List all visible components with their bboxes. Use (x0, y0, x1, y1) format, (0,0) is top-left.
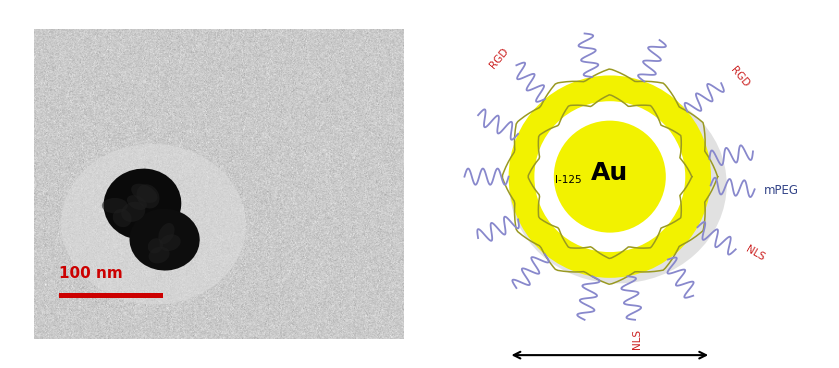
Text: RGD: RGD (728, 65, 751, 89)
Text: mPEG: mPEG (763, 184, 799, 197)
Text: RGD: RGD (487, 46, 510, 70)
Ellipse shape (131, 184, 158, 203)
Ellipse shape (102, 198, 128, 213)
Ellipse shape (112, 209, 132, 227)
Circle shape (553, 120, 667, 234)
Ellipse shape (104, 169, 181, 240)
Text: Au: Au (591, 161, 628, 185)
Ellipse shape (61, 144, 246, 304)
Ellipse shape (127, 195, 147, 210)
Text: 100 nm: 100 nm (60, 266, 123, 282)
Ellipse shape (137, 184, 159, 208)
Text: NLS: NLS (743, 245, 766, 263)
Text: I-125: I-125 (555, 175, 581, 185)
Ellipse shape (121, 202, 145, 222)
Ellipse shape (129, 209, 200, 270)
Ellipse shape (509, 86, 727, 283)
Ellipse shape (149, 247, 169, 263)
Ellipse shape (159, 223, 175, 244)
Circle shape (534, 101, 685, 252)
Circle shape (508, 75, 711, 278)
Bar (60, 293, 163, 298)
Ellipse shape (159, 234, 180, 251)
Text: NLS: NLS (632, 329, 642, 349)
Ellipse shape (148, 238, 163, 254)
